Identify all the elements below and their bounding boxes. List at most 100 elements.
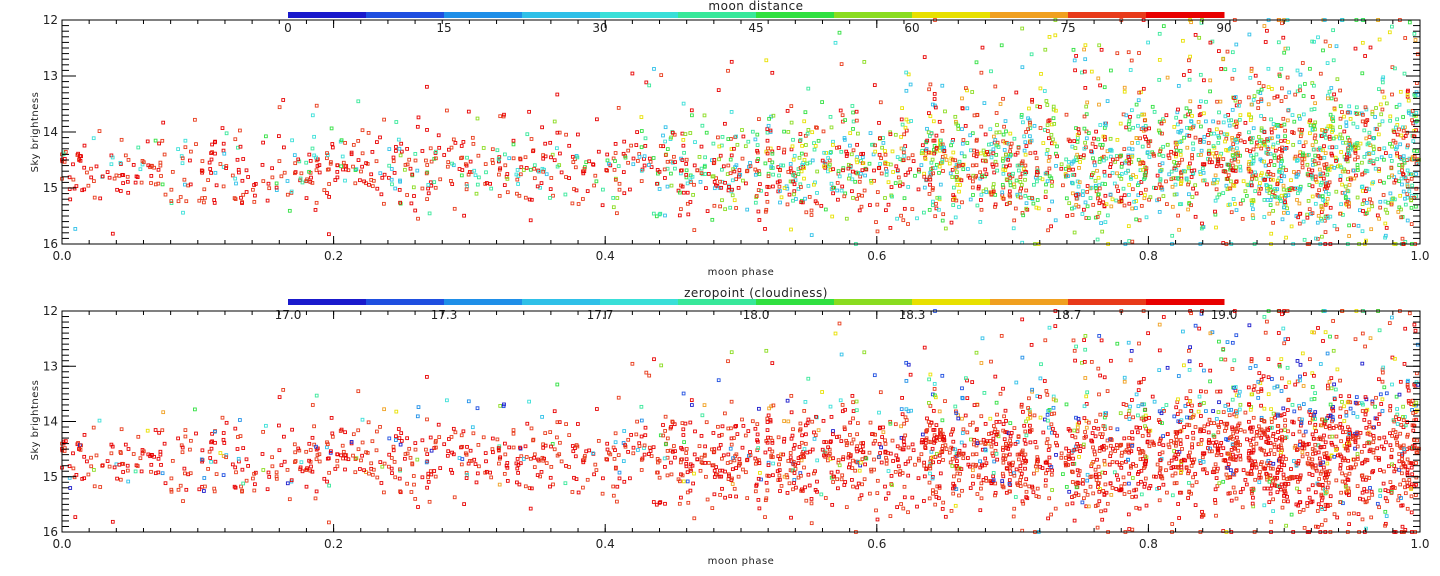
data-point [1157, 182, 1162, 187]
data-point [1213, 198, 1218, 203]
data-point [883, 484, 887, 489]
data-point [118, 160, 123, 165]
data-point [1354, 105, 1359, 110]
data-point [1387, 30, 1392, 35]
data-point [883, 438, 887, 443]
data-point [260, 452, 265, 456]
data-point [753, 137, 758, 142]
data-point [1020, 317, 1025, 322]
data-point [951, 439, 956, 444]
data-point [756, 476, 761, 481]
data-point [1027, 195, 1032, 200]
data-point [304, 484, 309, 489]
data-point [1047, 166, 1052, 171]
data-point [314, 489, 319, 494]
data-point [988, 127, 993, 132]
data-point [593, 462, 598, 467]
data-point [1310, 211, 1315, 215]
data-point [532, 455, 537, 460]
data-point [659, 363, 664, 368]
data-point [1138, 136, 1142, 141]
data-point [910, 442, 915, 447]
data-point [690, 113, 694, 118]
data-point [1018, 175, 1023, 180]
data-point [919, 452, 924, 457]
colorbar-segment [522, 12, 601, 18]
data-point [1298, 187, 1303, 191]
data-point [1410, 109, 1415, 113]
data-point [911, 159, 916, 163]
data-point [1101, 200, 1106, 205]
data-point [1043, 195, 1048, 199]
data-point [1332, 224, 1337, 228]
data-point [922, 463, 927, 468]
data-point [1280, 170, 1284, 175]
data-point [413, 158, 418, 163]
data-point [1074, 54, 1078, 58]
data-point [670, 419, 675, 424]
data-point [874, 508, 878, 513]
data-point [1122, 147, 1127, 151]
data-point [730, 482, 735, 486]
data-point [1145, 150, 1150, 155]
data-point [791, 157, 796, 162]
data-point [180, 156, 185, 161]
data-point [1115, 171, 1119, 176]
data-point [333, 467, 338, 471]
colorbar-segment [1068, 12, 1147, 18]
data-point [343, 453, 347, 458]
data-point [1234, 124, 1239, 129]
data-point [1268, 172, 1273, 176]
data-point [874, 220, 878, 224]
data-point [721, 164, 726, 169]
data-point [956, 127, 961, 131]
data-point [824, 151, 828, 155]
data-point [991, 436, 996, 441]
data-point [183, 138, 188, 143]
data-point [1205, 182, 1209, 187]
data-point [1262, 159, 1266, 164]
data-point [904, 88, 909, 93]
data-point [1210, 160, 1214, 165]
data-point [769, 404, 774, 409]
data-point [1019, 186, 1023, 191]
data-point [837, 145, 842, 150]
data-point [1096, 76, 1101, 81]
data-point [1109, 147, 1113, 152]
data-point [651, 156, 656, 160]
data-point [835, 435, 839, 439]
data-point [1279, 199, 1283, 203]
data-point [543, 443, 548, 448]
colorbar-segment [366, 12, 445, 18]
data-point [552, 119, 557, 124]
data-point [860, 457, 865, 462]
data-point [1018, 464, 1023, 468]
data-point [901, 439, 906, 444]
data-point [188, 447, 192, 452]
data-point [974, 138, 979, 143]
data-point [405, 162, 410, 167]
data-point [799, 169, 804, 174]
data-point [1223, 170, 1228, 174]
data-point [767, 116, 771, 121]
data-point [702, 113, 707, 118]
data-point [1395, 151, 1399, 156]
data-point [957, 478, 961, 483]
data-point [942, 438, 947, 443]
data-point [927, 464, 932, 469]
data-point [240, 178, 245, 183]
data-point [366, 420, 371, 425]
data-point [890, 149, 895, 154]
data-point [146, 452, 151, 457]
data-point [1348, 177, 1353, 182]
data-point [777, 173, 781, 178]
data-point [555, 435, 559, 440]
data-point [1179, 179, 1184, 184]
data-point [1154, 186, 1158, 190]
data-point [840, 403, 845, 407]
data-point [1414, 161, 1419, 166]
data-point [906, 445, 911, 450]
data-point [1247, 167, 1252, 172]
data-point [359, 458, 363, 463]
data-point [965, 396, 970, 400]
